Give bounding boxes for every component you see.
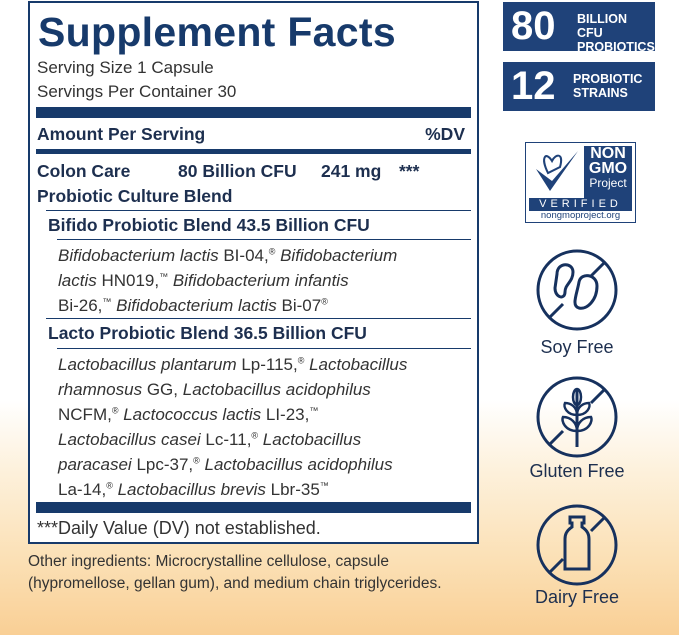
strain-text: Lc-11, bbox=[200, 430, 252, 449]
trademark-mark: ® bbox=[321, 296, 328, 307]
trademark-mark: ® bbox=[193, 455, 200, 466]
strain-text: BI-04, bbox=[218, 246, 269, 265]
strain-text: Bifidobacterium lactis bbox=[58, 246, 219, 265]
non-gmo-logo: NON GMO Project VERIFIED nongmoproject.o… bbox=[525, 142, 636, 223]
strain-text: La-14, bbox=[58, 480, 107, 499]
trademark-mark: ™ bbox=[309, 405, 319, 416]
strain-text: Lactococcus lactis bbox=[118, 405, 262, 424]
strain-text: Bifidobacterium lactis bbox=[111, 296, 277, 315]
strain-text: NCFM, bbox=[58, 405, 112, 424]
divider bbox=[46, 210, 471, 212]
logo-text: NON bbox=[590, 145, 626, 162]
badge-number: 12 bbox=[511, 64, 556, 108]
blend-dv: *** bbox=[399, 161, 420, 181]
logo-text: GMO bbox=[588, 160, 628, 177]
gluten-free-label: Gluten Free bbox=[529, 461, 625, 481]
strain-text: paracasei bbox=[58, 455, 132, 474]
trademark-mark: ™ bbox=[102, 296, 112, 307]
strain-text: Lactobacillus acidophilus bbox=[182, 380, 371, 399]
strains-badge: 12 PROBIOTIC STRAINS bbox=[503, 62, 655, 111]
serving-size: Serving Size 1 Capsule bbox=[37, 58, 214, 77]
strain-text: Lpc-37, bbox=[131, 455, 194, 474]
logo-text: Project bbox=[589, 176, 627, 190]
strain-line: La-14,® Lactobacillus brevis Lbr-35™ bbox=[58, 480, 329, 500]
badge-text: BILLION CFU bbox=[577, 12, 627, 40]
blend-cfu: 80 Billion CFU bbox=[178, 161, 297, 181]
soy-free-icon bbox=[536, 249, 618, 331]
dairy-free-icon bbox=[536, 504, 618, 586]
badge-text: PROBIOTIC bbox=[573, 72, 643, 86]
strain-text: Bi-26, bbox=[58, 296, 103, 315]
strain-line: Bifidobacterium lactis BI-04,® Bifidobac… bbox=[58, 246, 397, 266]
trademark-mark: ® bbox=[106, 480, 113, 491]
gluten-free-icon bbox=[536, 376, 618, 458]
panel-title: Supplement Facts bbox=[38, 9, 396, 55]
servings-per-container: Servings Per Container 30 bbox=[37, 82, 237, 101]
strain-line: rhamnosus GG, Lactobacillus acidophilus bbox=[58, 380, 371, 400]
strain-line: Bi-26,™ Bifidobacterium lactis Bi-07® bbox=[58, 296, 328, 316]
trademark-mark: ™ bbox=[319, 480, 329, 491]
strain-text: Lactobacillus brevis bbox=[112, 480, 266, 499]
divider-medium bbox=[36, 149, 471, 154]
divider-thick bbox=[36, 502, 471, 513]
strain-text: Lactobacillus acidophilus bbox=[199, 455, 393, 474]
strain-text: HN019, bbox=[96, 271, 160, 290]
trademark-mark: ™ bbox=[159, 271, 169, 282]
badge-text: STRAINS bbox=[573, 86, 628, 100]
trademark-mark: ® bbox=[297, 355, 305, 366]
strain-text: Bifidobacterium bbox=[275, 246, 398, 265]
strain-text: Lactobacillus plantarum bbox=[58, 355, 237, 374]
strain-text: rhamnosus bbox=[58, 380, 143, 399]
strain-text: Lp-115, bbox=[236, 355, 298, 374]
blend-weight: 241 mg bbox=[321, 161, 382, 181]
strain-line: Lactobacillus plantarum Lp-115,® Lactoba… bbox=[58, 355, 407, 375]
badge-number: 80 bbox=[511, 4, 556, 48]
dv-header: %DV bbox=[425, 124, 465, 144]
strain-text: Lactobacillus bbox=[304, 355, 408, 374]
blend-name: Colon Care bbox=[37, 161, 131, 181]
amount-header: Amount Per Serving bbox=[37, 124, 206, 144]
strain-text: GG, bbox=[142, 380, 183, 399]
strain-text: Lbr-35 bbox=[265, 480, 320, 499]
strain-text: LI-23, bbox=[261, 405, 310, 424]
divider bbox=[57, 239, 471, 241]
strain-text: Bifidobacterium infantis bbox=[168, 271, 349, 290]
soy-free-label: Soy Free bbox=[540, 337, 614, 357]
other-ingredients-line: (hypromellose, gellan gum), and medium c… bbox=[28, 575, 442, 592]
butterfly-check-icon bbox=[536, 151, 578, 191]
strain-text: Lactobacillus bbox=[258, 430, 362, 449]
strain-line: paracasei Lpc-37,® Lactobacillus acidoph… bbox=[58, 455, 393, 475]
dairy-free-label: Dairy Free bbox=[534, 587, 619, 607]
strain-text: lactis bbox=[58, 271, 97, 290]
strain-text: Lactobacillus casei bbox=[58, 430, 201, 449]
supplement-facts-panel: Supplement Facts Serving Size 1 Capsule … bbox=[28, 1, 479, 544]
other-ingredients-line: Other ingredients: Microcrystalline cell… bbox=[28, 553, 389, 570]
strain-line: Lactobacillus casei Lc-11,® Lactobacillu… bbox=[58, 430, 361, 450]
footnote: ***Daily Value (DV) not established. bbox=[37, 518, 321, 538]
other-ingredients: Other ingredients: Microcrystalline cell… bbox=[28, 551, 442, 595]
trademark-mark: ® bbox=[111, 405, 119, 416]
badge-text: PROBIOTICS bbox=[577, 40, 655, 54]
strain-line: NCFM,® Lactococcus lactis LI-23,™ bbox=[58, 405, 318, 425]
trademark-mark: ® bbox=[251, 430, 259, 441]
strain-text: Bi-07 bbox=[276, 296, 322, 315]
divider bbox=[46, 318, 471, 320]
lacto-header: Lacto Probiotic Blend 36.5 Billion CFU bbox=[48, 323, 367, 343]
cfu-badge: 80 BILLION CFU PROBIOTICS bbox=[503, 2, 655, 54]
strain-line: lactis HN019,™ Bifidobacterium infantis bbox=[58, 271, 349, 291]
divider-thick bbox=[36, 107, 471, 118]
blend-name-2: Probiotic Culture Blend bbox=[37, 186, 233, 206]
bifido-header: Bifido Probiotic Blend 43.5 Billion CFU bbox=[48, 215, 370, 235]
logo-text: VERIFIED bbox=[529, 198, 632, 211]
logo-text: nongmoproject.org bbox=[540, 210, 621, 221]
divider bbox=[57, 348, 471, 350]
trademark-mark: ® bbox=[268, 246, 276, 257]
